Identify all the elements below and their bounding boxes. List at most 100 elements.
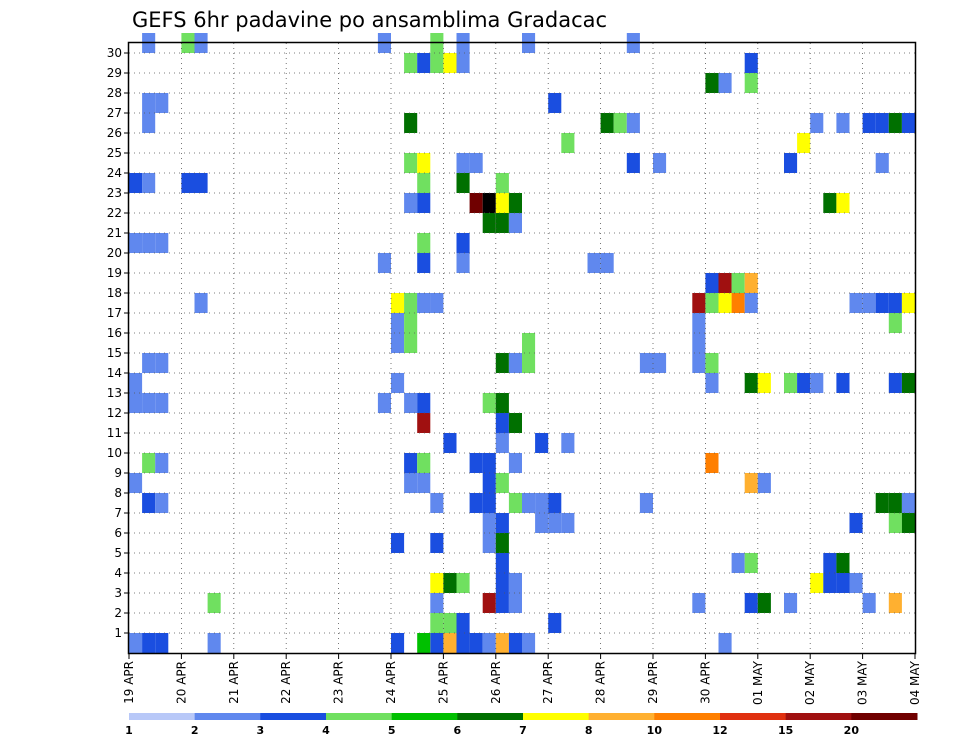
y-tick-label: 7 <box>114 506 122 520</box>
plot-frame <box>127 41 917 655</box>
precip-cell <box>508 573 522 593</box>
legend-label: 15 <box>778 724 793 737</box>
x-axis: 19 APR 20 APR 21 APR 22 APR 23 APR 24 APR 25 A… <box>122 653 922 705</box>
precip-cell <box>548 493 562 513</box>
precip-cell <box>495 633 509 653</box>
precip-cell <box>744 373 758 393</box>
precip-cell <box>430 533 444 553</box>
precip-cell <box>443 433 457 453</box>
precip-cell <box>810 373 824 393</box>
precip-cell <box>888 593 902 613</box>
y-tick-label: 12 <box>107 406 122 420</box>
precip-cell <box>548 513 562 533</box>
precip-cell <box>522 353 536 373</box>
legend-swatch <box>260 713 327 720</box>
precip-cell <box>404 473 418 493</box>
legend-label: 4 <box>322 724 330 737</box>
precip-cell <box>129 633 143 653</box>
precip-cell <box>482 593 496 613</box>
precip-cell <box>391 313 405 333</box>
legend-swatch <box>129 713 196 720</box>
precip-cell <box>901 373 915 393</box>
precip-cell <box>705 293 719 313</box>
precip-cell <box>849 293 863 313</box>
precip-cell <box>718 293 732 313</box>
precip-cell <box>535 513 549 533</box>
precip-cell <box>875 153 889 173</box>
precip-cell <box>495 513 509 533</box>
y-tick-label: 9 <box>114 466 122 480</box>
precip-cell <box>391 533 405 553</box>
x-tick-label: 19 APR <box>122 661 136 704</box>
legend-label: 10 <box>647 724 663 737</box>
precip-cell <box>495 193 509 213</box>
precip-cell <box>142 633 156 653</box>
precip-cell <box>417 233 431 253</box>
precip-cell <box>417 53 431 73</box>
precip-cell <box>639 493 653 513</box>
y-tick-label: 28 <box>107 86 122 100</box>
precip-cell <box>404 313 418 333</box>
precip-cell <box>692 333 706 353</box>
precip-cell <box>875 493 889 513</box>
y-tick-label: 8 <box>114 486 122 500</box>
precip-cell <box>142 233 156 253</box>
precip-cell <box>142 453 156 473</box>
y-tick-label: 16 <box>107 326 122 340</box>
precip-cell <box>823 553 837 573</box>
precip-cell <box>430 493 444 513</box>
precip-cell <box>561 133 575 153</box>
y-tick-label: 17 <box>107 306 122 320</box>
precip-cell <box>404 193 418 213</box>
legend-label: 8 <box>585 724 593 737</box>
precip-cell <box>561 433 575 453</box>
precip-cell <box>561 513 575 533</box>
precip-cell <box>495 393 509 413</box>
precip-cell <box>508 193 522 213</box>
precip-cell <box>443 633 457 653</box>
precip-cell <box>784 373 798 393</box>
color-legend: 1 2 3 4 5 6 7 8 10 12 15 20 <box>125 713 918 737</box>
precip-cell <box>207 633 221 653</box>
legend-swatch <box>851 713 918 720</box>
precip-cell <box>744 293 758 313</box>
precip-cell <box>495 593 509 613</box>
precip-cell <box>862 113 876 133</box>
precip-cell <box>705 453 719 473</box>
precip-cell <box>482 453 496 473</box>
precip-cell <box>718 73 732 93</box>
y-tick-label: 11 <box>107 426 122 440</box>
precip-cell <box>731 293 745 313</box>
precip-cell <box>522 633 536 653</box>
y-tick-label: 24 <box>107 166 122 180</box>
precip-cell <box>417 453 431 473</box>
precip-cell <box>430 613 444 633</box>
precip-cell <box>888 113 902 133</box>
precip-cell <box>482 473 496 493</box>
precip-cell <box>692 313 706 333</box>
x-tick-label: 26 APR <box>489 661 503 704</box>
precip-cell <box>443 573 457 593</box>
precip-cell <box>417 173 431 193</box>
y-tick-label: 20 <box>107 246 122 260</box>
precip-cell <box>744 53 758 73</box>
precip-cell <box>495 553 509 573</box>
x-tick-label: 01 MAY <box>751 660 765 705</box>
precip-cell <box>456 253 470 273</box>
precip-cell <box>888 513 902 533</box>
precip-cell <box>744 593 758 613</box>
precip-cell <box>417 193 431 213</box>
precip-cell <box>482 493 496 513</box>
precip-cell <box>508 213 522 233</box>
precip-cell <box>469 193 483 213</box>
precip-cell <box>404 293 418 313</box>
precip-cell <box>194 173 208 193</box>
precip-cell <box>901 113 915 133</box>
precip-cell <box>377 253 391 273</box>
precip-cell <box>797 373 811 393</box>
y-axis: 1234567891011121314151617181920212223242… <box>107 46 129 640</box>
precip-cell <box>731 273 745 293</box>
legend-label: 5 <box>388 724 396 737</box>
precip-cell <box>600 253 614 273</box>
precip-cell <box>430 293 444 313</box>
